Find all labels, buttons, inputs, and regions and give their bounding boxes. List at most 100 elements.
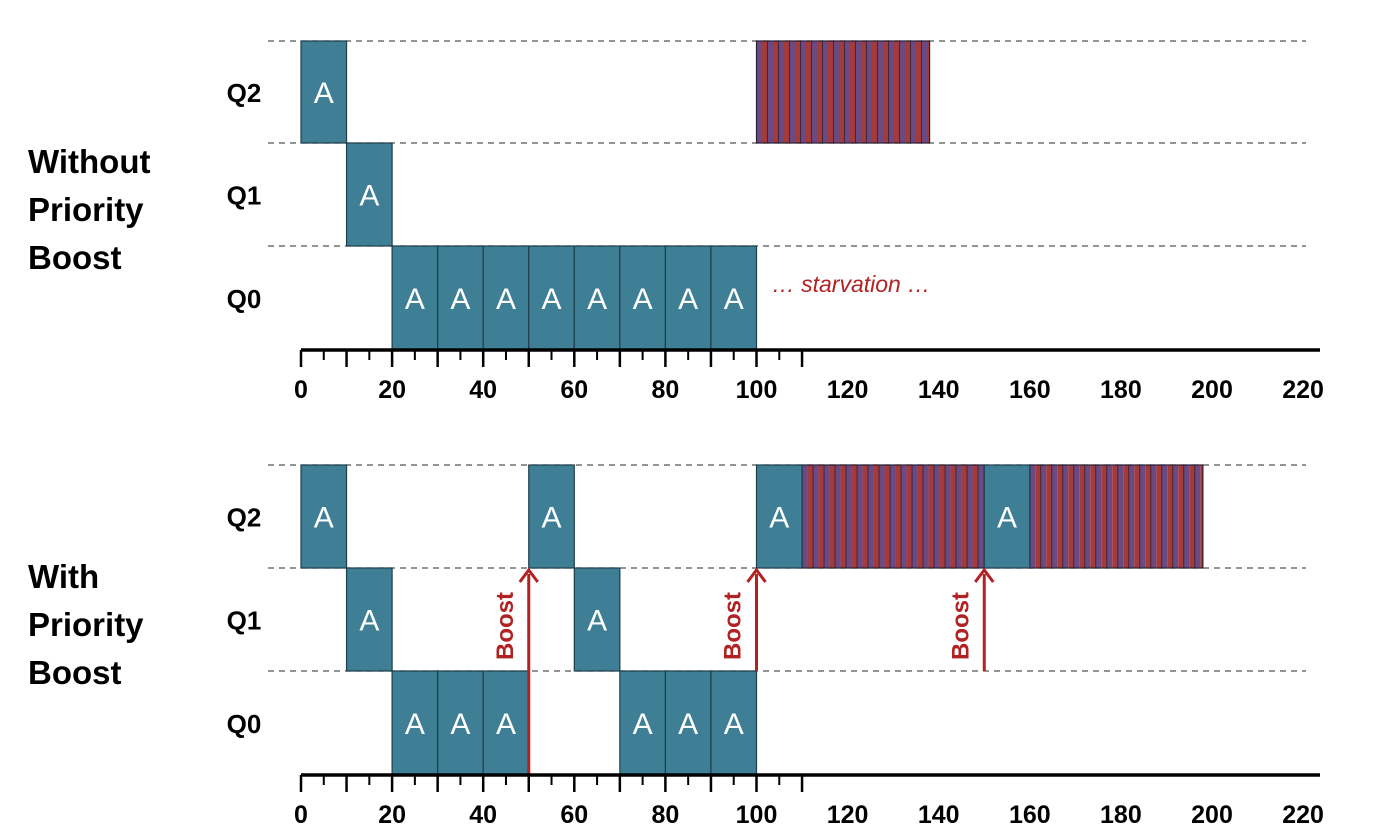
stripe-segment [1068, 465, 1074, 568]
stripe-segment [905, 41, 911, 143]
stripe-segment [1156, 465, 1162, 568]
job-label: A [769, 502, 789, 535]
stripe-segment [934, 465, 940, 568]
boost-arrow-head [974, 567, 995, 583]
stripe-segment [795, 41, 801, 143]
job-block [300, 464, 348, 569]
stripe-segment [1035, 465, 1041, 568]
stripe-segment [901, 465, 907, 568]
job-block [983, 464, 1031, 569]
stripe-segment [1062, 465, 1069, 568]
stripe-segment [1112, 465, 1118, 568]
tick-label: 40 [469, 801, 497, 829]
job-label: A [997, 502, 1017, 535]
tick-label: 100 [736, 801, 778, 829]
tick-label: 220 [1282, 376, 1324, 404]
job-block [345, 142, 393, 247]
tick-label: 180 [1100, 801, 1142, 829]
job-label: A [633, 283, 653, 316]
job-label: A [496, 708, 516, 741]
stripe-segment [1084, 465, 1091, 568]
stripe-segment [967, 465, 973, 568]
tick-label: 60 [560, 376, 588, 404]
job-block [619, 245, 666, 351]
stripe-segment [802, 465, 808, 568]
panel-title-without-boost: Without Priority Boost [28, 138, 150, 282]
stripe-segment [844, 41, 850, 143]
job-label: A [405, 283, 425, 316]
stripe-segment [1051, 465, 1058, 568]
stripe-segment [824, 465, 830, 568]
stripe-segment [1079, 465, 1085, 568]
stripe-segment [1189, 465, 1195, 568]
stripe-segment [778, 41, 784, 143]
stripe-segment [928, 465, 935, 568]
tick-label: 200 [1191, 376, 1233, 404]
job-label: A [359, 605, 379, 638]
stripe-segment [883, 41, 889, 143]
job-block [482, 670, 530, 776]
stripe-segment [1128, 465, 1135, 568]
title-line: Priority [28, 191, 144, 228]
stripe-segment [916, 41, 922, 143]
stripe-segment [1046, 465, 1052, 568]
stripe-segment [851, 465, 858, 568]
stripe-segment [884, 465, 891, 568]
job-label: A [314, 502, 334, 535]
job-label: A [678, 283, 698, 316]
panel-title-with-boost: With Priority Boost [28, 553, 144, 697]
stripe-segment [1167, 465, 1173, 568]
stripe-segment [1117, 465, 1124, 568]
job-label: A [542, 283, 562, 316]
boost-label: Boost [492, 592, 519, 660]
queue-label: Q2 [227, 503, 262, 533]
job-label: A [633, 708, 653, 741]
tick-label: 60 [560, 801, 588, 829]
job-block [391, 670, 439, 776]
job-label: A [450, 708, 470, 741]
boost-arrow-head [746, 567, 767, 583]
stripe-segment [828, 41, 834, 143]
tick-label: 80 [651, 376, 679, 404]
stripe-segment [840, 465, 847, 568]
stripe-segment [1134, 465, 1140, 568]
stripe-segment [1145, 465, 1151, 568]
stripe-segment [762, 41, 768, 143]
stripe-segment [894, 41, 900, 143]
stripe-segment [927, 41, 930, 143]
stripe-segment [806, 41, 812, 143]
job-block [619, 670, 666, 776]
stripe-segment [813, 465, 819, 568]
stripe-segment [899, 41, 905, 143]
stripe-segment [910, 41, 916, 143]
stripe-segment [861, 41, 867, 143]
stripe-segment [784, 41, 790, 143]
stripe-segment [1095, 465, 1102, 568]
stripe-segment [756, 41, 762, 143]
job-label: A [496, 283, 516, 316]
stripe-segment [872, 41, 878, 143]
stripe-segment [1172, 465, 1179, 568]
stripe-segment [835, 465, 841, 568]
tick-label: 20 [378, 801, 406, 829]
stripe-segment [850, 41, 856, 143]
tick-label: 0 [294, 376, 308, 404]
stripe-segment [921, 41, 927, 143]
stripe-segment [811, 41, 817, 143]
stripe-segment [945, 465, 951, 568]
tick-label: 220 [1282, 801, 1324, 829]
stripe-segment [1183, 465, 1190, 568]
tick-label: 0 [294, 801, 308, 829]
stripe-segment [767, 41, 773, 143]
stripe-segment [1161, 465, 1168, 568]
job-block [755, 464, 803, 569]
stripe-segment [939, 465, 946, 568]
job-block [573, 245, 621, 351]
stripe-segment [895, 465, 902, 568]
stripe-segment [923, 465, 929, 568]
stripe-segment [1200, 465, 1203, 568]
stripe-segment [839, 41, 845, 143]
tick-label: 120 [827, 376, 869, 404]
tick-label: 180 [1100, 376, 1142, 404]
